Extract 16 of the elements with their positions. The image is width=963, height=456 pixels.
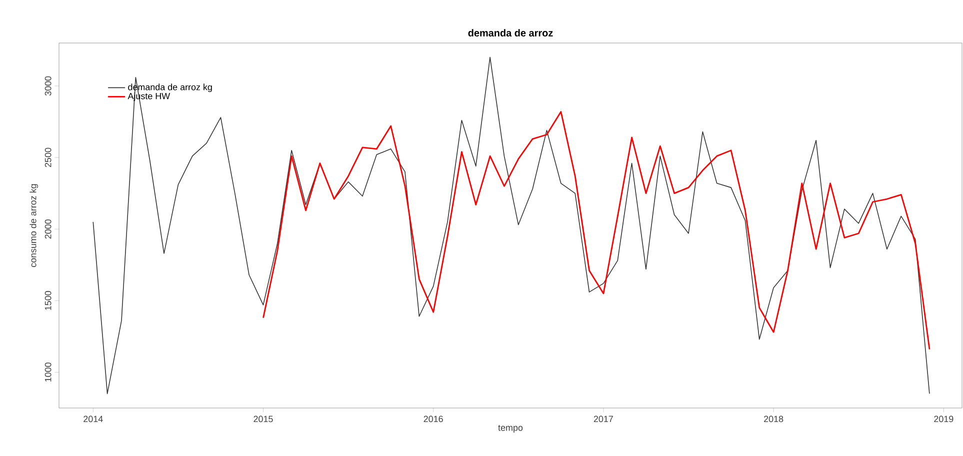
x-tick-label: 2015 <box>254 416 273 422</box>
x-tick-label: 2017 <box>594 416 613 422</box>
y-tick-label: 2000 <box>44 219 52 239</box>
y-tick-label: 1500 <box>44 291 52 310</box>
line-series <box>262 111 930 350</box>
y-tick-label: 2500 <box>44 148 52 168</box>
y-tick-label: 3000 <box>44 76 52 96</box>
x-tick-label: 2019 <box>934 416 954 422</box>
x-tick-label: 2016 <box>424 416 443 422</box>
chart-title: demanda de arroz <box>468 29 553 36</box>
y-axis-title: consumo de arroz kg <box>30 184 38 267</box>
y-tick-label: 1000 <box>44 362 52 382</box>
x-axis-title: tempo <box>498 424 523 433</box>
line-series <box>92 56 930 394</box>
x-tick-label: 2018 <box>764 416 784 422</box>
x-tick-label: 2014 <box>84 416 103 422</box>
